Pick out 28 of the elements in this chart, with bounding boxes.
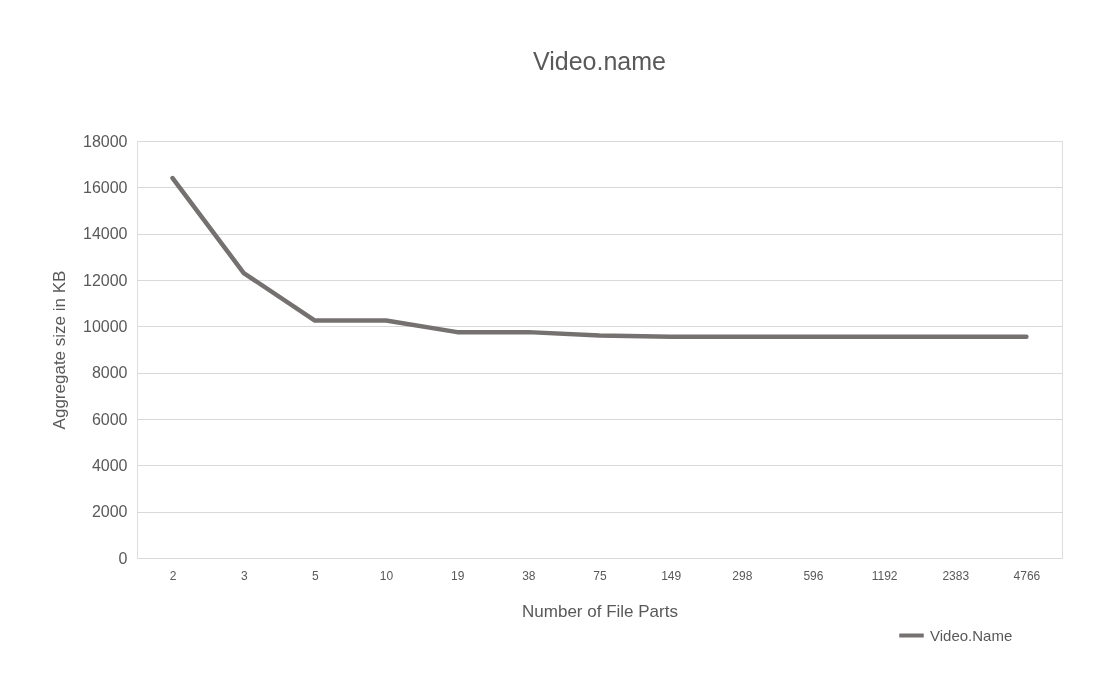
x-tick-label: 19 <box>451 568 465 583</box>
y-axis-title: Aggregate size in KB <box>50 270 70 430</box>
y-tick-label: 8000 <box>91 364 128 382</box>
y-tick-label: 0 <box>118 549 128 567</box>
x-axis-title: Number of File Parts <box>522 601 678 621</box>
x-tick-label: 2 <box>169 568 177 583</box>
x-tick-label: 2383 <box>942 568 970 583</box>
x-tick-label: 596 <box>803 568 824 583</box>
x-tick-label: 5 <box>312 568 320 583</box>
legend-label: Video.Name <box>930 626 1013 644</box>
y-tick-label: 2000 <box>91 503 128 521</box>
x-tick-label: 38 <box>522 568 536 583</box>
x-tick-label: 75 <box>593 568 607 583</box>
x-tick-label: 10 <box>379 568 394 583</box>
y-tick-label: 6000 <box>91 410 128 428</box>
x-tick-label: 4766 <box>1013 568 1041 583</box>
x-tick-label: 3 <box>240 568 248 583</box>
y-tick-label: 4000 <box>91 456 128 474</box>
y-tick-label: 18000 <box>83 132 128 150</box>
x-tick-label: 1192 <box>871 568 898 583</box>
x-tick-label: 149 <box>661 568 682 583</box>
chart-title: Video.name <box>533 47 666 75</box>
line-series <box>170 175 1029 340</box>
y-tick-label: 10000 <box>83 317 128 335</box>
x-tick-label: 298 <box>732 568 753 583</box>
y-tick-label: 12000 <box>83 271 128 289</box>
y-tick-label: 14000 <box>83 225 128 243</box>
y-tick-label: 16000 <box>83 178 128 196</box>
